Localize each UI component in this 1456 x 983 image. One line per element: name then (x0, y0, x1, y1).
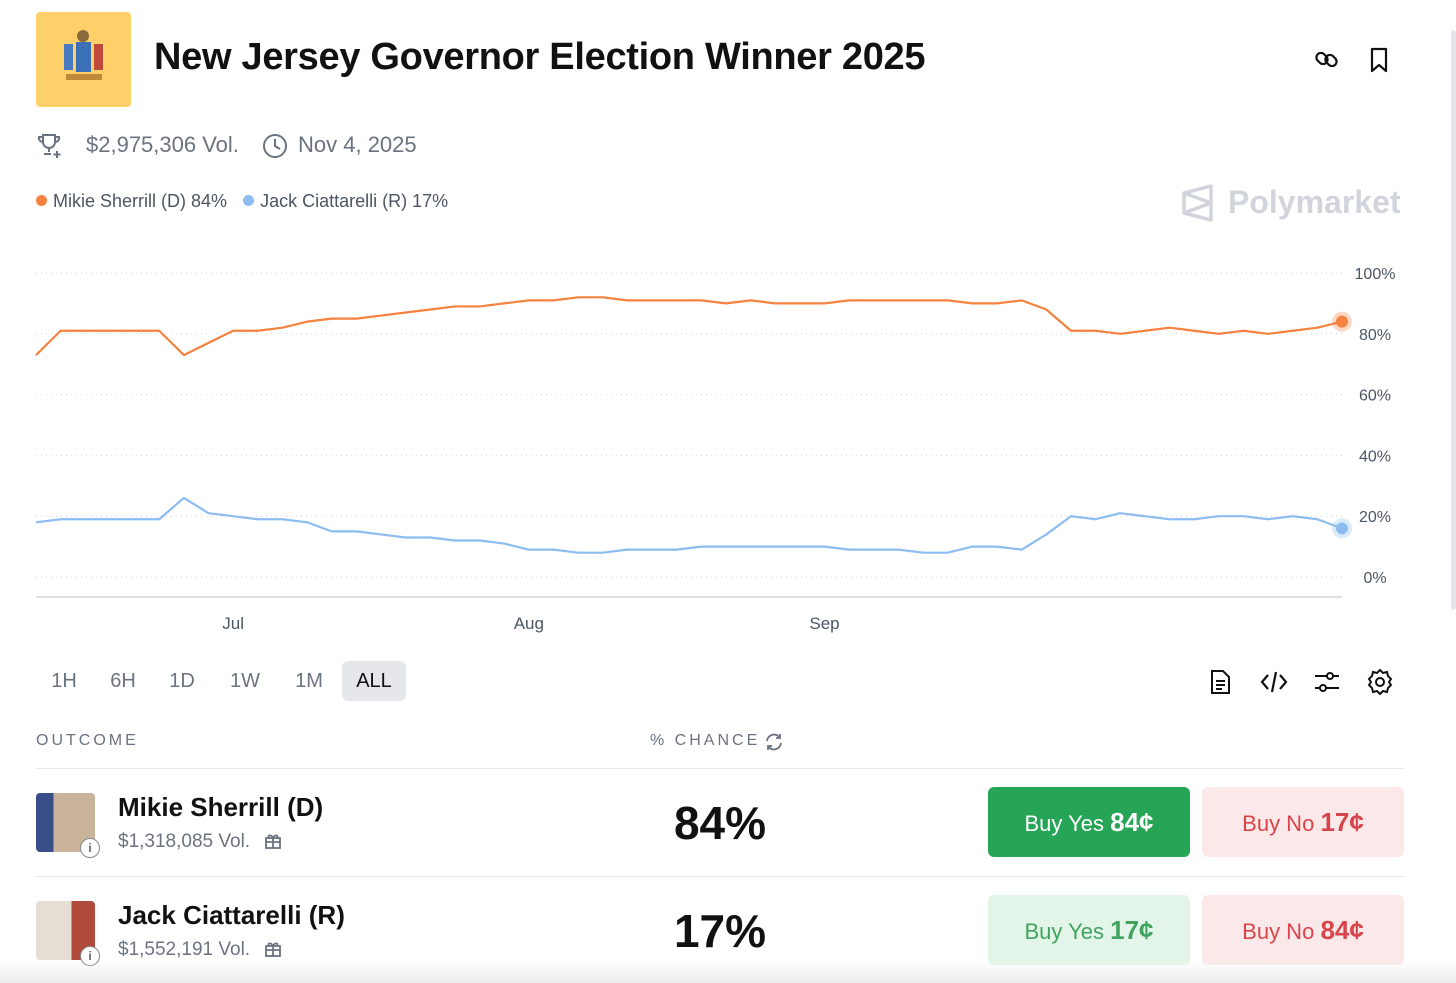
button-label: Buy No (1242, 811, 1315, 836)
y-tick-label: 40% (1359, 448, 1391, 465)
y-tick-label: 60% (1359, 388, 1391, 405)
series-line (35, 496, 1343, 554)
legend-value: 84% (191, 191, 228, 211)
banner (66, 74, 102, 80)
volume: $2,975,306 Vol. (86, 132, 239, 157)
shield (76, 42, 91, 72)
watermark: Polymarket (1228, 184, 1401, 220)
legend-dot (243, 195, 255, 206)
time-range-button[interactable]: 1D (169, 670, 195, 692)
scroll-edge (1451, 30, 1456, 610)
divider (36, 768, 1404, 769)
x-tick-label: Jul (222, 614, 244, 633)
outcome-volume: $1,552,191 Vol. (118, 939, 251, 960)
legend-name: Mikie Sherrill (D) (53, 191, 187, 211)
divider (36, 876, 1404, 877)
outcome-chance: 17% (673, 905, 767, 957)
legend-item: Jack Ciattarelli (R) 17% (243, 191, 448, 211)
x-tick-label: Aug (514, 614, 544, 633)
trophy-icon (37, 134, 61, 158)
legend-name: Jack Ciattarelli (R) (260, 191, 408, 211)
refresh-icon[interactable] (764, 732, 784, 752)
y-tick-label: 80% (1359, 327, 1391, 344)
button-price: 84¢ (1110, 807, 1154, 837)
figure (64, 44, 73, 70)
legend: Mikie Sherrill (D) 84% Jack Ciattarelli (… (36, 191, 464, 212)
button-price: 84¢ (1320, 915, 1364, 945)
rules-icon[interactable] (1208, 669, 1232, 695)
time-range-button[interactable]: 1W (230, 670, 260, 692)
chance-header: % CHANCE (650, 732, 761, 749)
market-title: New Jersey Governor Election Winner 2025 (154, 36, 926, 78)
settings-icon[interactable] (1366, 667, 1394, 697)
time-range-button[interactable]: ALL (342, 661, 406, 701)
filters-icon[interactable] (1313, 669, 1341, 695)
end-point (1336, 522, 1348, 535)
button-price: 17¢ (1110, 915, 1154, 945)
end-date: Nov 4, 2025 (298, 132, 417, 157)
info-icon[interactable]: i (80, 838, 100, 858)
price-chart: 0% 20% 40% 60% 80% 100% Jul Aug Sep (35, 266, 1396, 633)
gift-icon (265, 942, 281, 957)
outcome-name: Mikie Sherrill (D) (118, 792, 324, 822)
flag-emblem (64, 30, 103, 80)
time-range-button[interactable]: 1H (51, 670, 77, 692)
link-icon[interactable] (1313, 46, 1341, 74)
series-line (35, 296, 1343, 357)
button-label: Buy No (1242, 919, 1315, 944)
clock-icon (263, 134, 287, 158)
end-point (1336, 315, 1348, 328)
market-icon (36, 12, 131, 107)
legend-value: 17% (412, 191, 449, 211)
x-tick-label: Sep (809, 614, 839, 633)
button-label: Buy Yes (1024, 811, 1104, 836)
polymarket-logo (1182, 184, 1213, 222)
button-price: 17¢ (1320, 807, 1364, 837)
buy-no-button[interactable]: Buy No 84¢ (1202, 895, 1404, 965)
outcome-chance: 84% (673, 797, 767, 849)
legend-item: Mikie Sherrill (D) 84% (36, 191, 227, 211)
embed-icon[interactable] (1260, 669, 1288, 695)
outcome-header: OUTCOME (36, 732, 139, 749)
crest (77, 30, 89, 42)
buy-yes-button[interactable]: Buy Yes 84¢ (988, 787, 1190, 857)
time-range-button[interactable]: 6H (110, 670, 136, 692)
bottom-fade (0, 960, 1456, 983)
figure (94, 44, 103, 70)
buy-no-button[interactable]: Buy No 17¢ (1202, 787, 1404, 857)
button-label: Buy Yes (1024, 919, 1104, 944)
y-tick-label: 0% (1363, 570, 1386, 587)
outcome-volume: $1,318,085 Vol. (118, 831, 251, 852)
time-range-button[interactable]: 1M (295, 670, 323, 692)
outcome-name: Jack Ciattarelli (R) (118, 900, 345, 930)
y-tick-label: 20% (1359, 509, 1391, 526)
gift-icon (265, 834, 281, 849)
buy-yes-button[interactable]: Buy Yes 17¢ (988, 895, 1190, 965)
bookmark-icon[interactable] (1368, 46, 1392, 74)
y-tick-label: 100% (1355, 266, 1396, 283)
legend-dot (36, 195, 47, 206)
